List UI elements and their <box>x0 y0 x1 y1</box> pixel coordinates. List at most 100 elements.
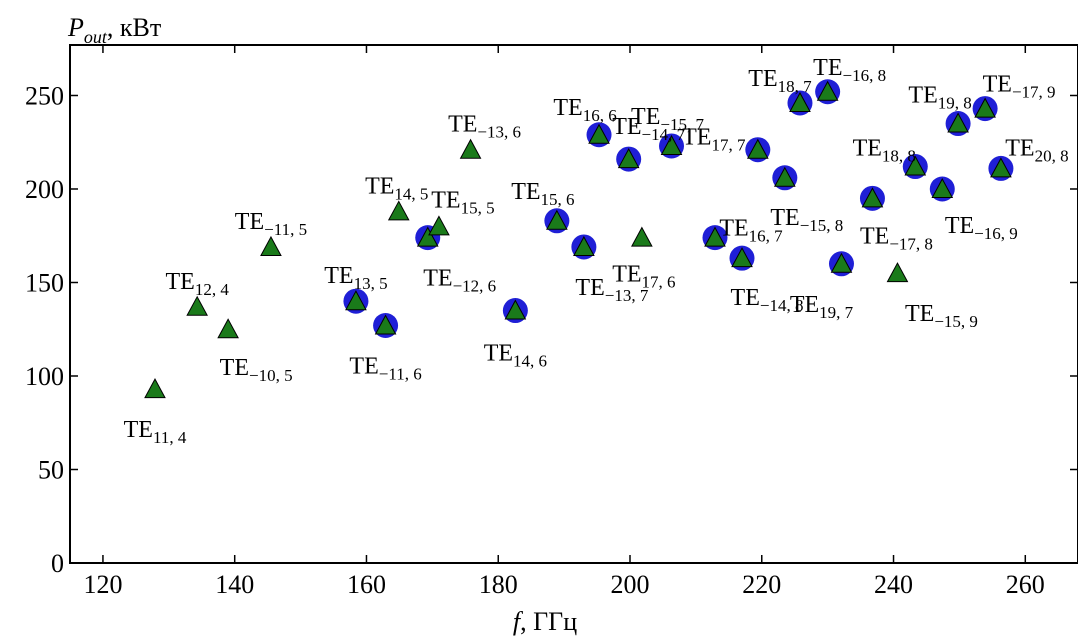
data-point-triangle <box>504 299 527 320</box>
y-tick-label: 150 <box>25 268 64 297</box>
point-label-index: 17, 6 <box>642 273 676 292</box>
data-point-triangle <box>773 166 796 187</box>
point-label-mode: TE <box>612 114 641 140</box>
data-point-triangle <box>546 209 568 230</box>
point-label-index: −16, 8 <box>843 66 887 85</box>
point-label-mode: TE <box>631 104 660 130</box>
point-label-index: 15, 6 <box>541 190 575 209</box>
point-label: TE−14, 8 <box>731 285 804 315</box>
point-label: TE18, 7 <box>748 66 812 96</box>
data-point-triangle <box>830 252 853 273</box>
point-label-mode: TE <box>612 262 641 288</box>
point-label-mode: TE <box>905 301 934 327</box>
point-label-mode: TE <box>719 216 748 242</box>
point-label: TE−13, 6 <box>448 112 521 142</box>
point-label-mode: TE <box>553 95 582 121</box>
x-tick-label: 220 <box>742 570 781 599</box>
y-tick-label: 0 <box>51 549 64 578</box>
point-label: TE−15, 7 <box>631 104 704 134</box>
point-label-index: −11, 6 <box>379 365 422 384</box>
x-tick-label: 140 <box>215 570 254 599</box>
point-label-index: −12, 6 <box>453 277 497 296</box>
x-tick-label: 160 <box>347 570 386 599</box>
point-label-mode: TE <box>813 55 842 81</box>
point-label-index: −15, 7 <box>660 115 704 134</box>
data-point-triangle <box>704 226 726 247</box>
point-label-index: 12, 4 <box>195 280 230 299</box>
plot-frame <box>69 44 1078 564</box>
data-point-triangle <box>731 247 753 268</box>
point-label-index: −17, 9 <box>1012 83 1056 102</box>
point-label-mode: TE <box>908 83 937 109</box>
point-label: TE−13, 7 <box>575 275 648 305</box>
point-label-mode: TE <box>124 417 153 443</box>
point-label-index: −13, 6 <box>477 123 521 142</box>
point-label-mode: TE <box>448 112 477 138</box>
y-tick-label: 100 <box>25 362 64 391</box>
point-label: TE16, 6 <box>553 95 616 125</box>
data-point-triangle <box>947 112 969 133</box>
x-axis-title: f, ГГц <box>513 607 577 636</box>
point-label-index: 14, 6 <box>513 352 547 371</box>
point-label-index: −15, 8 <box>800 216 844 235</box>
data-point-triangle <box>588 123 610 144</box>
data-point-triangle <box>931 177 954 198</box>
point-label-mode: TE <box>349 354 378 380</box>
point-label-mode: TE <box>682 125 711 151</box>
point-label-mode: TE <box>235 209 264 235</box>
x-tick-label: 120 <box>83 570 122 599</box>
x-tick-label: 200 <box>611 570 650 599</box>
point-label-mode: TE <box>748 66 777 92</box>
point-label-index: 16, 6 <box>583 106 617 125</box>
y-tick-label: 200 <box>25 175 64 204</box>
data-point-triangle <box>573 235 595 256</box>
point-label-index: −11, 5 <box>264 220 307 239</box>
point-label-index: 19, 8 <box>938 94 972 113</box>
data-point-triangle <box>746 138 769 159</box>
data-point-triangle <box>374 314 397 335</box>
x-tick-label: 260 <box>1006 570 1045 599</box>
data-point-triangle <box>816 80 839 101</box>
point-label: TE14, 6 <box>484 341 547 371</box>
point-label-index: 18, 8 <box>882 147 916 166</box>
y-axis-sub: out <box>84 27 108 47</box>
data-point-triangle <box>186 295 208 316</box>
point-label-mode: TE <box>484 341 513 367</box>
point-label-mode: TE <box>165 269 194 295</box>
point-label: TE18, 8 <box>853 136 916 166</box>
point-label-index: 20, 8 <box>1035 146 1069 165</box>
point-label-mode: TE <box>853 136 882 162</box>
y-axis-unit: , кВт <box>107 13 161 42</box>
point-label: TE−11, 5 <box>235 209 307 239</box>
point-label: TE−16, 9 <box>945 213 1018 243</box>
point-label-mode: TE <box>431 187 460 213</box>
point-label-index: −17, 8 <box>889 234 933 253</box>
x-tick-label: 240 <box>874 570 913 599</box>
point-label-mode: TE <box>511 179 540 205</box>
data-point-triangle <box>345 290 367 311</box>
point-label-mode: TE <box>770 205 799 231</box>
point-label: TE−15, 8 <box>770 205 843 235</box>
point-label: TE−16, 8 <box>813 55 886 85</box>
point-label-index: 19, 7 <box>819 303 854 322</box>
point-label-mode: TE <box>365 173 394 199</box>
point-label: TE14, 5 <box>365 173 428 203</box>
point-label-mode: TE <box>731 285 760 311</box>
point-label-mode: TE <box>983 72 1012 98</box>
y-axis-title: Pout, кВт <box>67 13 161 47</box>
point-label: TE20, 8 <box>1005 135 1068 165</box>
point-label-index: −14, 8 <box>760 296 804 315</box>
data-point-triangle <box>660 134 683 155</box>
point-label: TE−10, 5 <box>220 355 293 385</box>
point-label-mode: TE <box>220 355 249 381</box>
data-point-triangle <box>886 262 909 283</box>
point-label: TE−12, 6 <box>423 266 496 296</box>
data-point-triangle <box>990 157 1012 178</box>
point-label-index: 14, 5 <box>394 184 428 203</box>
point-label-index: 16, 7 <box>749 227 784 246</box>
point-label-index: 18, 7 <box>778 77 813 96</box>
point-label: TE−17, 9 <box>983 72 1056 102</box>
y-tick-label: 50 <box>38 455 64 484</box>
data-point-triangle <box>387 200 410 221</box>
